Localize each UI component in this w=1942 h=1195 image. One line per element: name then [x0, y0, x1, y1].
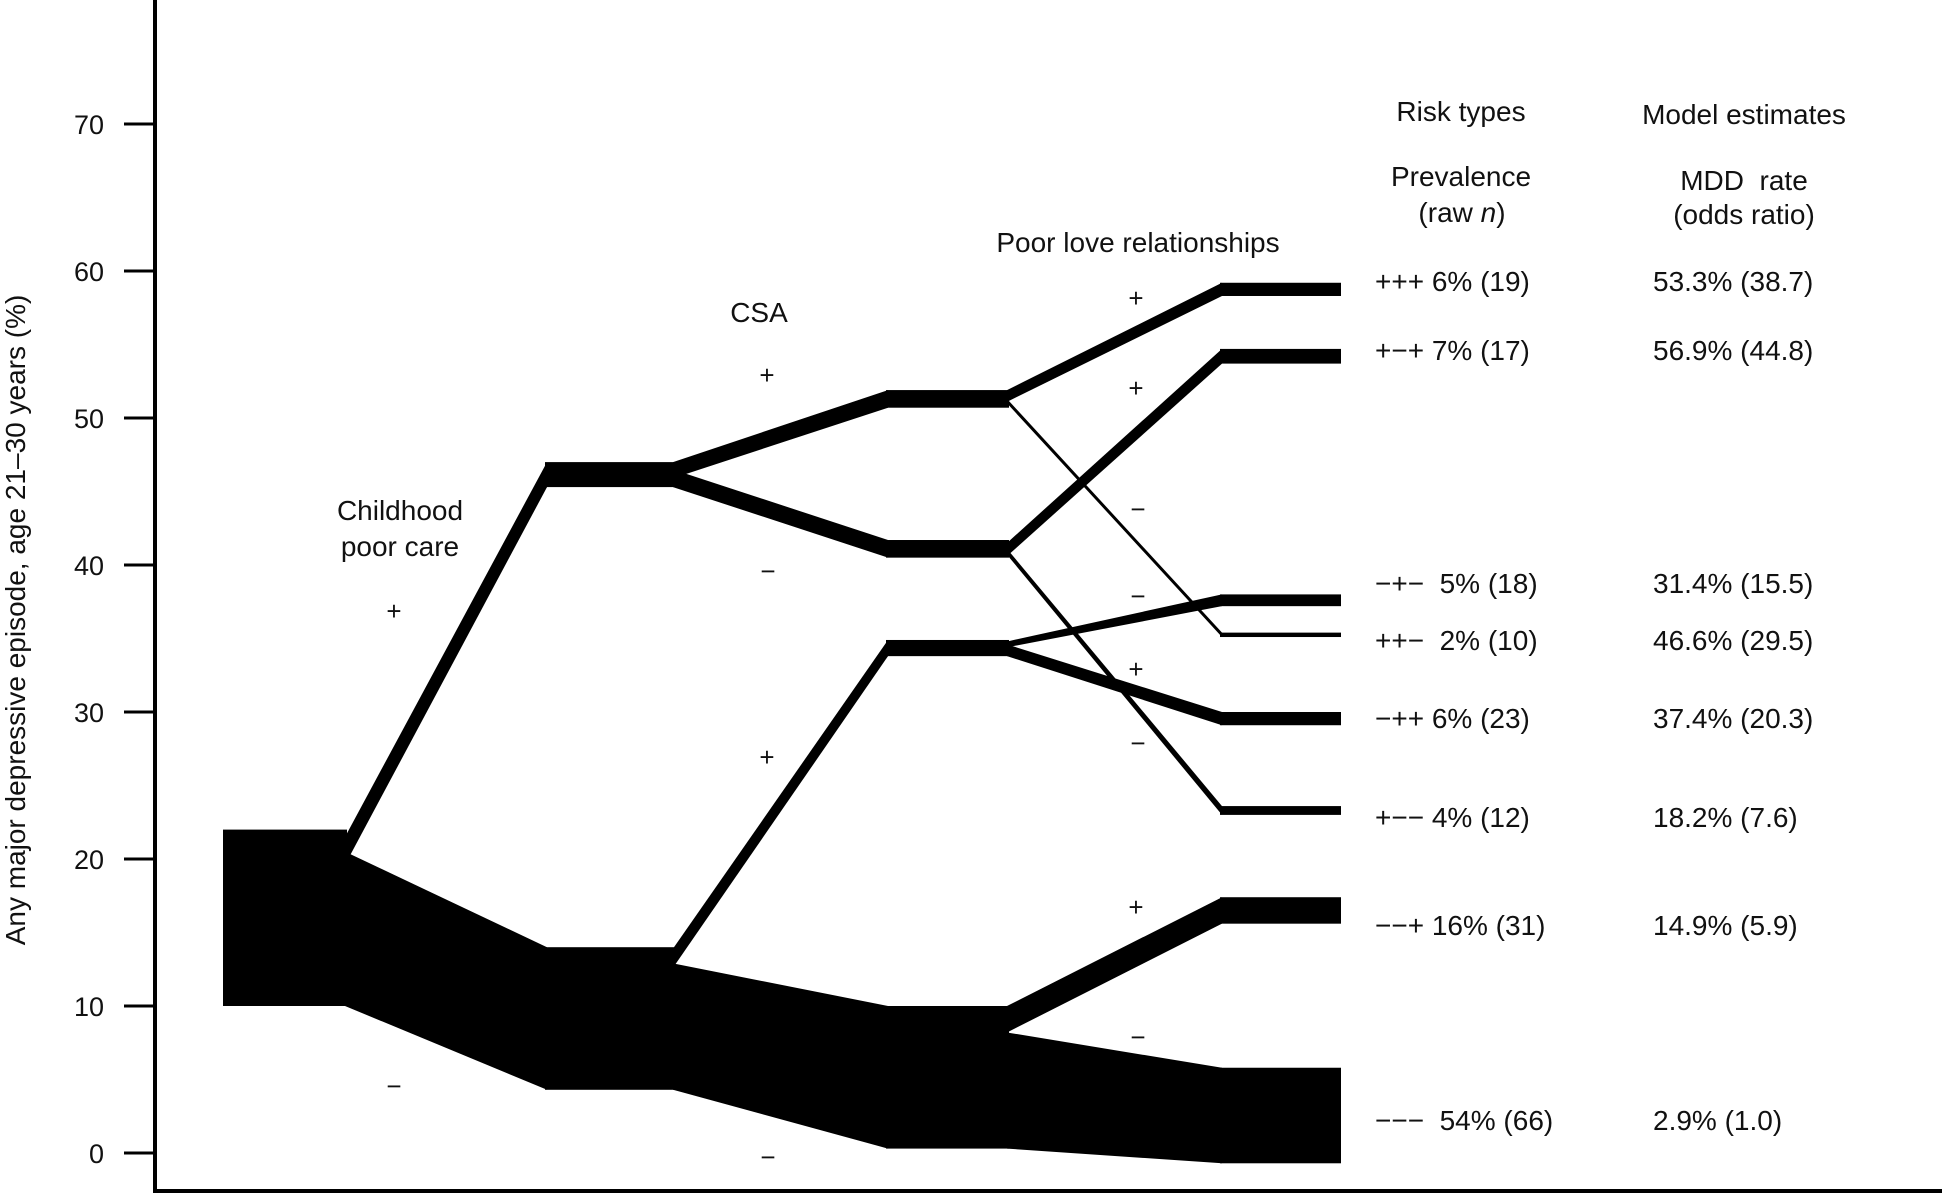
flow-link: [673, 390, 888, 479]
sign-csa-plus-top: +: [759, 360, 774, 390]
flow-node-m: [545, 947, 675, 1090]
row-type: +−+ 7% (17): [1375, 335, 1530, 366]
flow-bands: [223, 282, 1341, 1164]
header-risk-types: Risk types: [1396, 96, 1525, 127]
y-tick-label: 40: [74, 551, 104, 581]
flow-node-mmp: [1220, 897, 1341, 924]
sign-csa-plus-bottom: +: [759, 742, 774, 772]
flow-link: [345, 851, 547, 1090]
row-estimate: 31.4% (15.5): [1653, 568, 1813, 599]
flow-node-ppp: [1220, 282, 1341, 296]
flow-link: [1007, 1032, 1222, 1164]
stage-label-csa: CSA: [730, 297, 788, 328]
y-tick-label: 10: [74, 992, 104, 1022]
y-tick-label: 70: [74, 110, 104, 140]
flow-node-p: [545, 462, 675, 488]
y-tick-label: 0: [89, 1139, 104, 1169]
flow-link: [345, 462, 547, 865]
row-type: −−− 54% (66): [1375, 1105, 1553, 1136]
flow-node-pp: [886, 390, 1009, 408]
row-estimate: 56.9% (44.8): [1653, 335, 1813, 366]
y-axis-label: Any major depressive episode, age 21–30 …: [0, 295, 31, 946]
row-type: ++− 2% (10): [1375, 625, 1538, 656]
header-odds-ratio: (odds ratio): [1673, 199, 1815, 230]
flow-link: [1007, 398, 1222, 638]
raw-n-italic: n: [1481, 197, 1497, 228]
sign-csa-minus-top: −: [760, 556, 775, 586]
sign-childhood-minus: −: [386, 1071, 401, 1101]
header-prevalence: Prevalence: [1391, 161, 1531, 192]
header-raw-n: (raw n): [1418, 197, 1505, 228]
row-type: −++ 6% (23): [1375, 703, 1530, 734]
raw-n-open: (raw: [1418, 197, 1480, 228]
flow-node-ppm: [1220, 632, 1341, 638]
row-type: −−+ 16% (31): [1375, 910, 1545, 941]
sign-love-4: −: [1130, 581, 1145, 611]
flow-link: [1007, 897, 1222, 1033]
row-estimate: 46.6% (29.5): [1653, 625, 1813, 656]
flow-node-mpm: [1220, 594, 1341, 607]
y-tick-label: 30: [74, 698, 104, 728]
y-tick-label: 60: [74, 257, 104, 287]
flow-link: [673, 963, 888, 1149]
flow-link: [1007, 594, 1222, 648]
row-estimate: 18.2% (7.6): [1653, 802, 1798, 833]
row-estimate: 2.9% (1.0): [1653, 1105, 1782, 1136]
flow-node-mmm: [1220, 1067, 1341, 1164]
raw-n-close: ): [1496, 197, 1505, 228]
sign-love-2: +: [1128, 373, 1143, 403]
flow-link: [1007, 348, 1222, 557]
flow-link: [673, 469, 888, 558]
row-estimate: 14.9% (5.9): [1653, 910, 1798, 941]
sign-love-7: +: [1128, 892, 1143, 922]
flow-link: [1007, 282, 1222, 402]
y-tick-label: 50: [74, 404, 104, 434]
stage-label-childhood-1: Childhood: [337, 495, 463, 526]
flow-node-mp: [886, 639, 1009, 657]
flow-node-all: [223, 829, 347, 1006]
sign-love-3: −: [1130, 494, 1145, 524]
flow-node-pm: [886, 540, 1009, 558]
y-ticks: 0 10 20 30 40 50 60 70: [74, 110, 155, 1169]
sign-csa-minus-bottom: −: [760, 1142, 775, 1172]
stage-label-love: Poor love relationships: [996, 227, 1279, 258]
header-model-estimates: Model estimates: [1642, 99, 1846, 130]
row-type: +++ 6% (19): [1375, 266, 1530, 297]
flow-node-pmp: [1220, 348, 1341, 364]
flow-node-mpp: [1220, 712, 1341, 726]
flow-link: [1007, 644, 1222, 726]
row-type: −+− 5% (18): [1375, 568, 1538, 599]
table-rows: +++ 6% (19) 53.3% (38.7) +−+ 7% (17) 56.…: [1375, 266, 1813, 1136]
row-type: +−− 4% (12): [1375, 802, 1530, 833]
sign-childhood-plus: +: [386, 596, 401, 626]
sign-love-5: +: [1128, 654, 1143, 684]
sign-love-6: −: [1130, 728, 1145, 758]
stage-label-childhood-2: poor care: [341, 531, 459, 562]
flow-node-pmm: [1220, 806, 1341, 815]
sign-love-1: +: [1128, 283, 1143, 313]
flow-link: [673, 639, 888, 968]
row-estimate: 37.4% (20.3): [1653, 703, 1813, 734]
y-tick-label: 20: [74, 845, 104, 875]
flow-node-mm: [886, 1006, 1009, 1149]
header-mdd-rate: MDD rate: [1680, 165, 1808, 196]
row-estimate: 53.3% (38.7): [1653, 266, 1813, 297]
sign-love-8: −: [1130, 1022, 1145, 1052]
